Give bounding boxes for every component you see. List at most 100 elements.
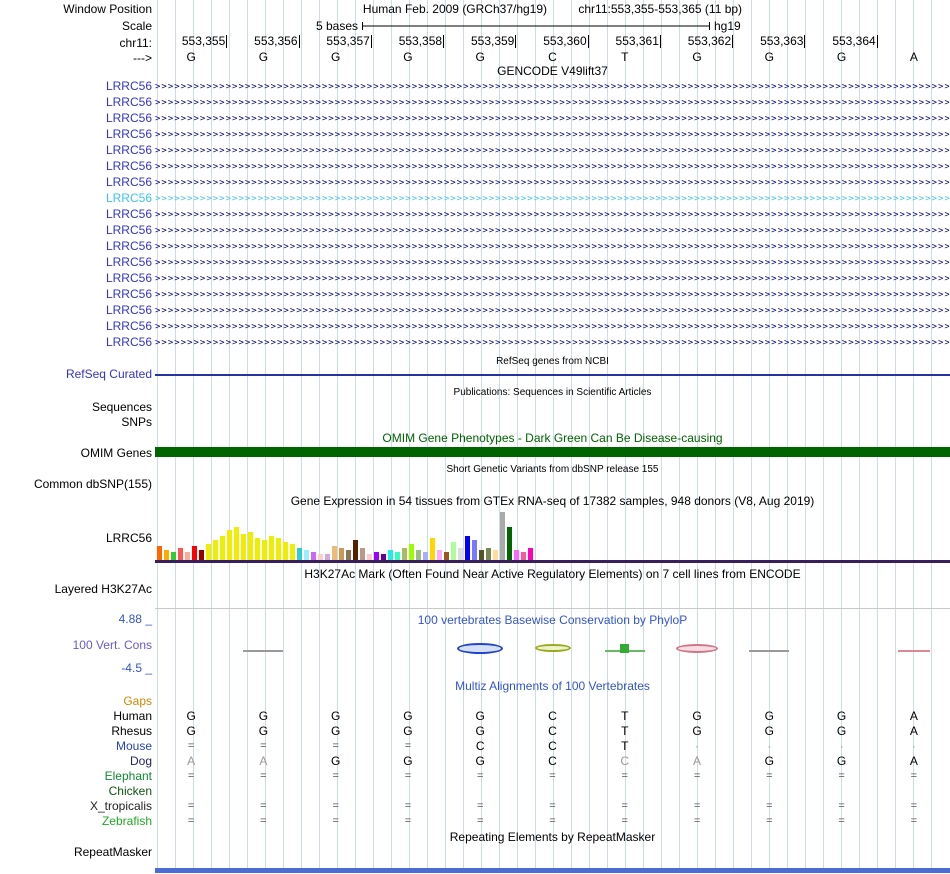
gtex-expression-bar[interactable] [395, 552, 400, 560]
refseq-curated-label[interactable]: RefSeq Curated [65, 367, 152, 381]
dbsnp-label[interactable]: Common dbSNP(155) [33, 477, 152, 491]
gtex-expression-bar[interactable] [493, 550, 498, 560]
species-label-gaps[interactable]: Gaps [123, 694, 152, 708]
gtex-expression-bar[interactable] [416, 550, 421, 560]
gtex-expression-bar[interactable] [206, 544, 211, 560]
refseq-transcript-item[interactable] [155, 374, 950, 376]
bottom-track-item[interactable] [155, 868, 950, 873]
gtex-expression-bar[interactable] [325, 554, 330, 560]
gtex-expression-bar[interactable] [339, 548, 344, 560]
gene-transcript-row[interactable]: >>>>>>>>>>>>>>>>>>>>>>>>>>>>>>>>>>>>>>>>… [155, 306, 949, 316]
species-label-human[interactable]: Human [113, 709, 152, 723]
gtex-expression-bar[interactable] [388, 550, 393, 560]
gtex-expression-bar[interactable] [199, 550, 204, 560]
track-title-phylop[interactable]: 100 vertebrates Basewise Conservation by… [417, 613, 688, 627]
gtex-expression-bar[interactable] [374, 552, 379, 560]
gtex-expression-bar[interactable] [297, 548, 302, 560]
gene-label[interactable]: LRRC56 [105, 287, 152, 301]
gene-label[interactable]: LRRC56 [105, 175, 152, 189]
gtex-expression-bar[interactable] [367, 554, 372, 560]
gene-label[interactable]: LRRC56 [105, 159, 152, 173]
gtex-expression-bar[interactable] [185, 552, 190, 560]
gene-label[interactable]: LRRC56 [105, 335, 152, 349]
gtex-expression-bar[interactable] [213, 540, 218, 560]
gtex-expression-bar[interactable] [290, 544, 295, 560]
track-title-gencode[interactable]: GENCODE V49lift37 [497, 64, 608, 78]
gtex-expression-bar[interactable] [430, 538, 435, 560]
gtex-expression-bar[interactable] [437, 550, 442, 560]
gtex-expression-bar[interactable] [248, 532, 253, 560]
species-label-mouse[interactable]: Mouse [115, 739, 152, 753]
gene-label[interactable]: LRRC56 [105, 79, 152, 93]
gene-transcript-row[interactable]: >>>>>>>>>>>>>>>>>>>>>>>>>>>>>>>>>>>>>>>>… [155, 226, 949, 236]
gtex-expression-bar[interactable] [304, 550, 309, 560]
gtex-expression-bar[interactable] [458, 548, 463, 560]
gene-label[interactable]: LRRC56 [105, 271, 152, 285]
gtex-expression-bar[interactable] [500, 512, 505, 560]
gtex-expression-bar[interactable] [479, 550, 484, 560]
gene-transcript-row[interactable]: >>>>>>>>>>>>>>>>>>>>>>>>>>>>>>>>>>>>>>>>… [155, 210, 949, 220]
gtex-expression-bar[interactable] [276, 538, 281, 560]
track-title-publications[interactable]: Publications: Sequences in Scientific Ar… [453, 387, 652, 398]
track-title-multiz[interactable]: Multiz Alignments of 100 Vertebrates [455, 679, 650, 693]
species-label-rhesus[interactable]: Rhesus [111, 724, 152, 738]
species-label-dog[interactable]: Dog [129, 754, 152, 768]
gtex-expression-bar[interactable] [451, 542, 456, 560]
gtex-expression-bar[interactable] [255, 538, 260, 560]
gene-label[interactable]: LRRC56 [105, 239, 152, 253]
gene-label[interactable]: LRRC56 [105, 319, 152, 333]
gtex-expression-bar[interactable] [360, 548, 365, 560]
gtex-expression-bar[interactable] [346, 550, 351, 560]
gene-transcript-row[interactable]: >>>>>>>>>>>>>>>>>>>>>>>>>>>>>>>>>>>>>>>>… [155, 162, 949, 172]
track-title-h3k27ac[interactable]: H3K27Ac Mark (Often Found Near Active Re… [304, 567, 801, 581]
species-label-x_tropicalis[interactable]: X_tropicalis [89, 799, 152, 813]
gene-transcript-row[interactable]: >>>>>>>>>>>>>>>>>>>>>>>>>>>>>>>>>>>>>>>>… [155, 338, 949, 348]
gtex-expression-bar[interactable] [192, 546, 197, 560]
gtex-expression-bar[interactable] [402, 548, 407, 560]
gene-label[interactable]: LRRC56 [105, 95, 152, 109]
track-title-refseq[interactable]: RefSeq genes from NCBI [496, 356, 609, 367]
gene-label[interactable]: LRRC56 [105, 223, 152, 237]
gtex-expression-bar[interactable] [178, 548, 183, 560]
gene-transcript-row[interactable]: >>>>>>>>>>>>>>>>>>>>>>>>>>>>>>>>>>>>>>>>… [155, 98, 949, 108]
species-label-chicken[interactable]: Chicken [108, 784, 152, 798]
gtex-expression-bar[interactable] [171, 552, 176, 560]
gene-transcript-row[interactable]: >>>>>>>>>>>>>>>>>>>>>>>>>>>>>>>>>>>>>>>>… [155, 194, 949, 204]
gtex-expression-bar[interactable] [409, 544, 414, 560]
gene-transcript-row[interactable]: >>>>>>>>>>>>>>>>>>>>>>>>>>>>>>>>>>>>>>>>… [155, 146, 949, 156]
gtex-expression-bar[interactable] [381, 554, 386, 560]
publications-sequences-label[interactable]: Sequences [91, 400, 152, 414]
gtex-expression-bar[interactable] [311, 552, 316, 560]
gtex-expression-bar[interactable] [486, 548, 491, 560]
gene-label[interactable]: LRRC56 [105, 303, 152, 317]
gtex-expression-bar[interactable] [234, 527, 239, 560]
gtex-expression-bar[interactable] [269, 536, 274, 560]
gene-transcript-row[interactable]: >>>>>>>>>>>>>>>>>>>>>>>>>>>>>>>>>>>>>>>>… [155, 274, 949, 284]
gene-transcript-row[interactable]: >>>>>>>>>>>>>>>>>>>>>>>>>>>>>>>>>>>>>>>>… [155, 258, 949, 268]
publications-snps-label[interactable]: SNPs [121, 415, 152, 429]
species-label-zebrafish[interactable]: Zebrafish [101, 814, 152, 828]
gtex-expression-bar[interactable] [241, 534, 246, 560]
gtex-expression-bar[interactable] [283, 542, 288, 560]
gtex-expression-bar[interactable] [164, 550, 169, 560]
gene-label[interactable]: LRRC56 [105, 127, 152, 141]
gene-transcript-row[interactable]: >>>>>>>>>>>>>>>>>>>>>>>>>>>>>>>>>>>>>>>>… [155, 322, 949, 332]
track-title-dbsnp[interactable]: Short Genetic Variants from dbSNP releas… [446, 464, 659, 475]
phylop-track-label[interactable]: 100 Vert. Cons [72, 638, 152, 652]
gtex-expression-bar[interactable] [507, 527, 512, 560]
track-title-gtex[interactable]: Gene Expression in 54 tissues from GTEx … [290, 494, 815, 508]
gtex-expression-bar[interactable] [514, 550, 519, 560]
gene-transcript-row[interactable]: >>>>>>>>>>>>>>>>>>>>>>>>>>>>>>>>>>>>>>>>… [155, 82, 949, 92]
gene-transcript-row[interactable]: >>>>>>>>>>>>>>>>>>>>>>>>>>>>>>>>>>>>>>>>… [155, 130, 949, 140]
gtex-expression-bar[interactable] [262, 540, 267, 560]
species-label-elephant[interactable]: Elephant [104, 769, 152, 783]
gtex-gene-label[interactable]: LRRC56 [105, 531, 152, 545]
gtex-expression-bar[interactable] [157, 546, 162, 560]
gtex-expression-bar[interactable] [444, 552, 449, 560]
gene-transcript-row[interactable]: >>>>>>>>>>>>>>>>>>>>>>>>>>>>>>>>>>>>>>>>… [155, 178, 949, 188]
repeatmasker-label[interactable]: RepeatMasker [73, 845, 152, 859]
gene-label[interactable]: LRRC56 [105, 143, 152, 157]
gtex-expression-bar[interactable] [318, 554, 323, 560]
gtex-expression-bar[interactable] [472, 540, 477, 560]
gene-label[interactable]: LRRC56 [105, 255, 152, 269]
